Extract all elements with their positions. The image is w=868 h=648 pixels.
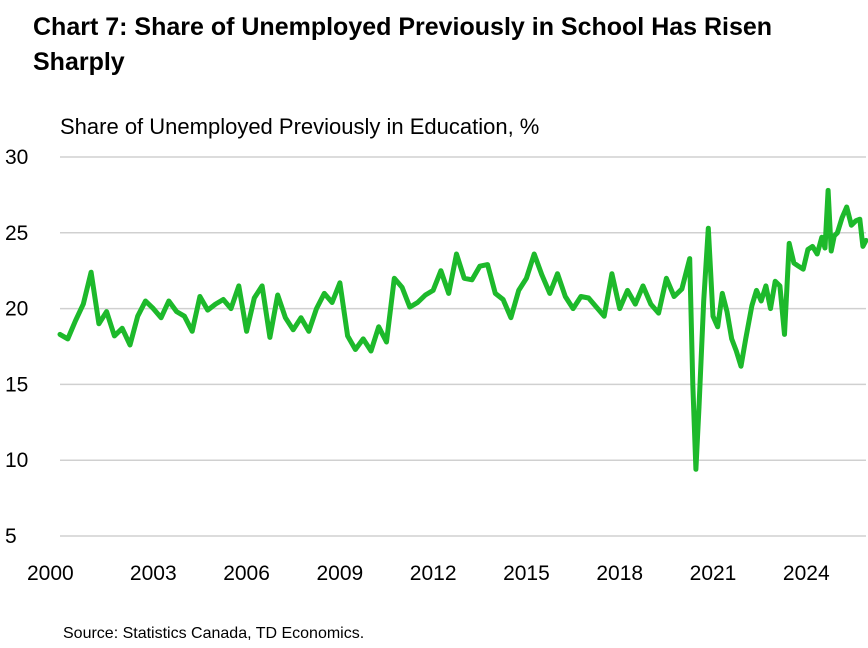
x-tick-label: 2015: [503, 562, 550, 585]
source-note: Source: Statistics Canada, TD Economics.: [63, 625, 365, 642]
y-tick-label: 10: [5, 449, 28, 472]
series-group: [57, 187, 868, 472]
x-tick-label: 2006: [223, 562, 270, 585]
x-tick-label: 2009: [317, 562, 364, 585]
y-tick-label: 30: [5, 146, 28, 169]
x-tick-label: 2021: [690, 562, 737, 585]
x-tick-label: 2018: [596, 562, 643, 585]
chart-title: Chart 7: Share of Unemployed Previously …: [33, 13, 773, 76]
x-tick-labels: 2000 2003 2006 2009 2012 2015 2018 2021 2024: [27, 562, 830, 585]
y-axis-label: Share of Unemployed Previously in Educat…: [60, 114, 540, 139]
x-tick-label: 2000: [27, 562, 74, 585]
gridlines: [60, 156, 866, 537]
x-tick-label: 2012: [410, 562, 457, 585]
x-tick-label: 2003: [130, 562, 177, 585]
y-tick-label: 25: [5, 222, 28, 245]
y-tick-label: 15: [5, 373, 28, 396]
series-line-0: [57, 187, 868, 472]
y-tick-label: 5: [5, 525, 17, 548]
y-tick-label: 20: [5, 298, 28, 321]
x-tick-label: 2024: [783, 562, 830, 585]
y-tick-labels: 5 10 15 20 25 30: [5, 146, 28, 548]
